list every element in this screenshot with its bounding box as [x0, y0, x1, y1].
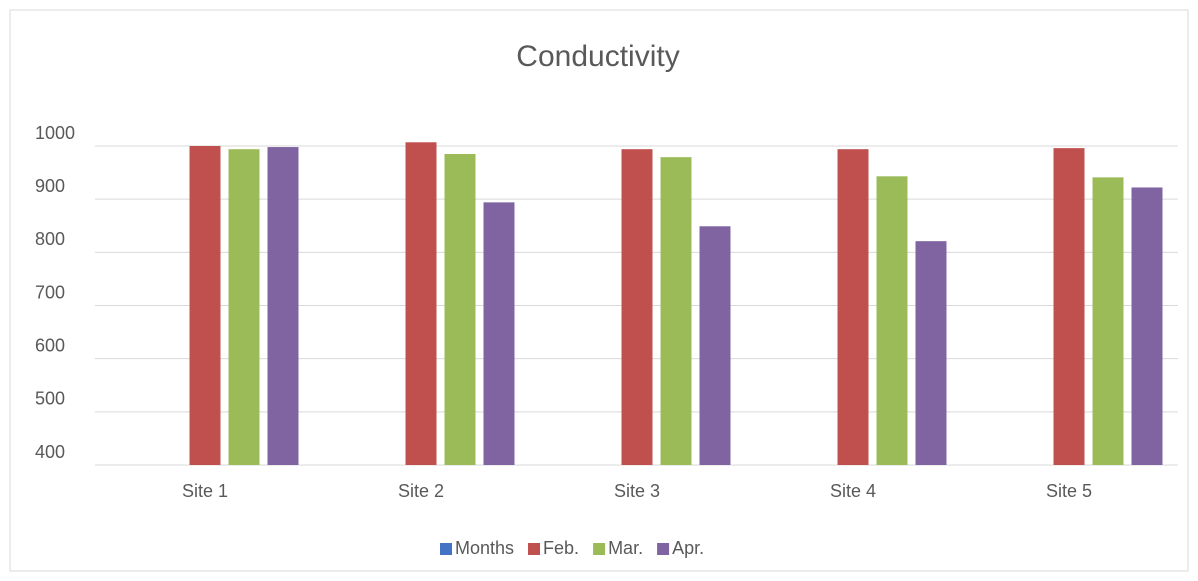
x-tick-label: Site 4	[830, 481, 876, 501]
y-tick-label: 400	[35, 442, 65, 462]
legend-swatch	[528, 543, 541, 555]
legend-swatch	[593, 543, 606, 555]
bar	[1131, 187, 1163, 465]
bar	[228, 149, 260, 465]
bar	[267, 147, 299, 465]
x-tick-label: Site 5	[1046, 481, 1092, 501]
bar	[405, 142, 437, 466]
bar	[621, 149, 653, 465]
bar	[876, 176, 908, 465]
x-tick-label: Site 3	[614, 481, 660, 501]
x-tick-label: Site 1	[182, 481, 228, 501]
y-tick-label: 900	[35, 176, 65, 196]
bar	[837, 149, 869, 465]
y-tick-label: 1000	[35, 123, 75, 143]
bar	[699, 226, 731, 465]
legend-swatch	[440, 543, 452, 555]
y-tick-label: 500	[35, 389, 65, 409]
legend-swatch	[657, 543, 670, 555]
y-tick-label: 800	[35, 229, 65, 249]
bar	[660, 157, 692, 466]
legend-label: Mar.	[608, 538, 643, 558]
bar	[444, 153, 476, 465]
chart-title: Conductivity	[516, 40, 679, 73]
bar	[915, 241, 947, 465]
bar	[1053, 148, 1085, 466]
y-tick-label: 700	[35, 282, 65, 302]
bar	[189, 146, 221, 465]
legend-label: Apr.	[672, 538, 704, 558]
bar	[1092, 177, 1124, 465]
y-tick-label: 600	[35, 335, 65, 355]
legend-label: Feb.	[543, 538, 579, 558]
legend-label: Months	[455, 538, 514, 558]
x-tick-label: Site 2	[398, 481, 444, 501]
bar	[483, 202, 515, 465]
